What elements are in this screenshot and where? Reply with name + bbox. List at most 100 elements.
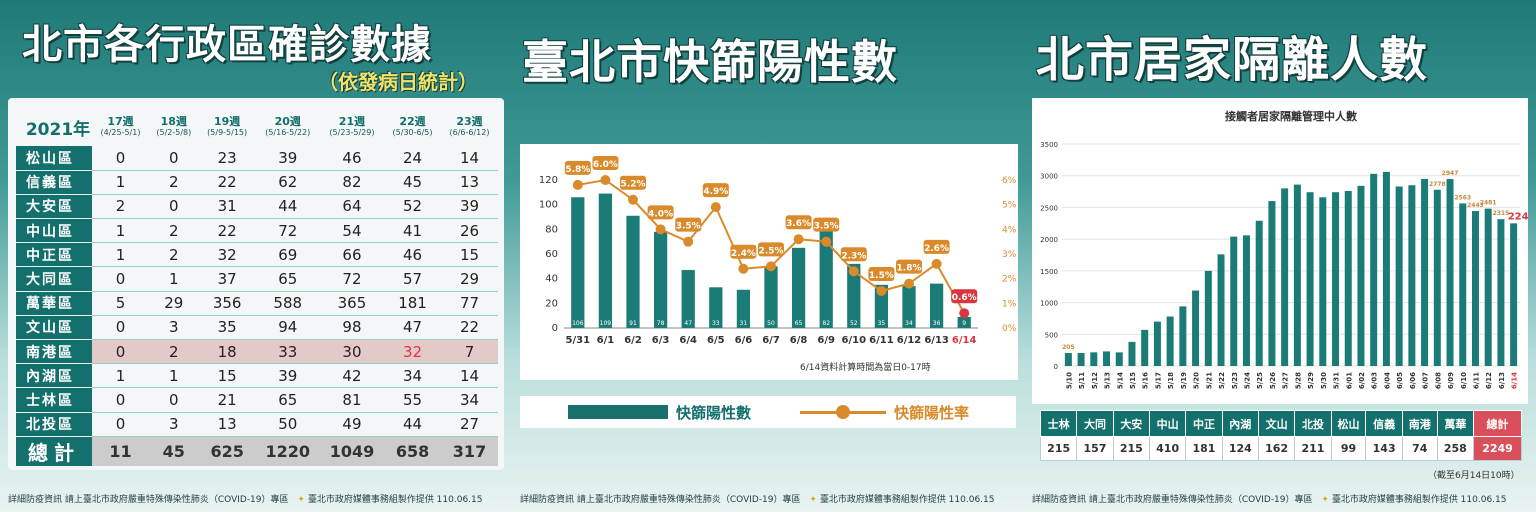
x-tick-label: 5/16 xyxy=(1142,372,1150,389)
y-tick-label: 500 xyxy=(1045,331,1058,339)
case-count: 0 xyxy=(92,315,149,341)
case-count: 64 xyxy=(319,194,385,220)
y-left-tick-label: 60 xyxy=(545,249,558,260)
rate-label-box xyxy=(868,267,895,281)
case-count: 14 xyxy=(441,363,498,389)
bar-value-label: 109 xyxy=(600,320,612,327)
bar xyxy=(1255,220,1263,366)
rapid-test-chart: 0 20 40 60 80 100 120 0% 1% 2% 3% 4% 5% 6% 106 5/31 109 6… xyxy=(539,156,1017,346)
case-count: 181 xyxy=(384,291,442,316)
home-quarantine-chart: 接觸者居家隔離管理中人數 0 500 1000 1500 2000 2500 3000 3500… xyxy=(1040,109,1528,389)
rate-value-label: 6.0% xyxy=(593,160,618,170)
rate-point xyxy=(572,179,583,190)
case-count: 77 xyxy=(441,291,498,316)
district-name: 北投區 xyxy=(16,412,92,437)
case-count: 1 xyxy=(92,363,149,389)
y-tick-label: 2500 xyxy=(1040,204,1058,212)
bar xyxy=(1332,192,1340,366)
case-count: 62 xyxy=(255,170,320,195)
case-count: 0 xyxy=(92,266,149,292)
rate-value-label: 2.3% xyxy=(841,251,866,261)
x-tick-label: 6/6 xyxy=(735,335,753,346)
bar xyxy=(653,231,668,328)
home-quarantine-chart-card: 接觸者居家隔離管理中人數 0 500 1000 1500 2000 2500 3000 3500… xyxy=(1032,98,1528,404)
x-tick-label: 5/11 xyxy=(1078,372,1086,389)
district-name: 信義區 xyxy=(16,170,92,195)
table-row: 萬華區 5 29 356 588 365 181 77 xyxy=(16,291,498,316)
week-header: 21週 (5/23-5/29) xyxy=(320,108,384,146)
case-count: 365 xyxy=(319,291,385,316)
district-quarantine-value: 143 xyxy=(1365,436,1403,461)
week-label: 17週 xyxy=(107,115,134,128)
bar-value-label: 106 xyxy=(572,320,584,327)
week-label: 19週 xyxy=(213,115,241,128)
case-count: 13 xyxy=(198,412,256,437)
week-header: 22週 (5/30-6/5) xyxy=(384,108,441,146)
case-count: 356 xyxy=(198,291,256,316)
case-count: 22 xyxy=(198,218,256,244)
x-tick-label: 6/12 xyxy=(1485,372,1493,389)
x-tick-label: 6/14 xyxy=(1511,372,1519,389)
x-tick-label: 5/23 xyxy=(1231,372,1239,389)
case-count: 2 xyxy=(92,194,149,220)
total-count: 625 xyxy=(198,436,256,467)
week-header: 20週 (5/16-5/22) xyxy=(256,108,320,146)
rate-label-box xyxy=(840,247,867,262)
case-count: 52 xyxy=(384,194,442,220)
district-name: 內湖區 xyxy=(16,363,92,389)
district-cases-card: 2021年 17週 (4/25-5/1) 18週 (5/2-5/8) 19週 (5/9-5… xyxy=(8,98,504,470)
y-tick-label: 3000 xyxy=(1040,173,1058,181)
rate-label-box xyxy=(675,217,702,232)
y-left-tick-label: 80 xyxy=(545,224,558,235)
bar xyxy=(1281,188,1289,366)
bar xyxy=(1242,235,1250,366)
case-count: 32 xyxy=(384,339,442,365)
footer-info-text: 詳細防疫資訊 請上臺北市政府嚴重特殊傳染性肺炎（COVID-19）專區 xyxy=(1032,495,1313,505)
bar xyxy=(1497,219,1505,366)
bar xyxy=(1357,185,1365,366)
case-count: 13 xyxy=(441,170,498,195)
total-count: 1049 xyxy=(319,436,385,467)
week-header: 17週 (4/25-5/1) xyxy=(92,108,149,146)
bar-value-label: 33 xyxy=(712,320,720,327)
bar xyxy=(1319,197,1327,366)
case-count: 66 xyxy=(319,242,385,268)
x-tick-label: 6/11 xyxy=(1472,372,1480,389)
y-left-tick-label: 20 xyxy=(545,298,558,309)
footer-credit-text: 臺北市政府媒體事務組製作提供 110.06.15 xyxy=(819,495,995,505)
district-quarantine-value: 215 xyxy=(1112,436,1150,461)
bar xyxy=(1433,189,1441,366)
rate-label-box xyxy=(813,217,840,232)
bar-value-label: 2563 xyxy=(1454,194,1471,201)
total-count: 1220 xyxy=(255,436,320,467)
case-count: 31 xyxy=(198,194,256,220)
rate-label-box xyxy=(620,175,646,190)
bar-value-label: 35 xyxy=(878,320,886,327)
bar xyxy=(1153,321,1161,366)
rate-label-box xyxy=(592,156,619,170)
y-tick-label: 2000 xyxy=(1040,236,1058,244)
footer-credit-text: 臺北市政府媒體事務組製作提供 110.06.15 xyxy=(1331,495,1507,505)
total-count: 658 xyxy=(384,436,442,467)
table-row: 士林區 0 0 21 65 81 55 34 xyxy=(16,387,498,413)
district-quarantine-name: 大安 xyxy=(1112,410,1150,437)
case-count: 7 xyxy=(441,339,498,365)
bar-value-label: 2947 xyxy=(1442,170,1459,177)
bar xyxy=(1230,236,1238,366)
bar-value-label: 34 xyxy=(905,320,913,327)
bar-value-label: 2315 xyxy=(1493,210,1510,217)
y-tick-label: 1500 xyxy=(1040,268,1058,276)
case-count: 1 xyxy=(92,218,149,244)
rate-value-label: 4.0% xyxy=(648,209,673,219)
bar-value-label: 50 xyxy=(767,320,775,327)
rate-point xyxy=(738,263,749,274)
rate-point xyxy=(793,234,804,245)
bar xyxy=(1090,352,1098,366)
case-count: 0 xyxy=(148,194,199,220)
bar-value-label: 91 xyxy=(629,320,637,327)
total-count: 11 xyxy=(92,436,149,467)
table-row: 文山區 0 3 35 94 98 47 22 xyxy=(16,315,498,341)
x-tick-label: 5/24 xyxy=(1243,372,1251,389)
bar xyxy=(709,287,723,328)
x-tick-label: 6/05 xyxy=(1396,372,1404,389)
